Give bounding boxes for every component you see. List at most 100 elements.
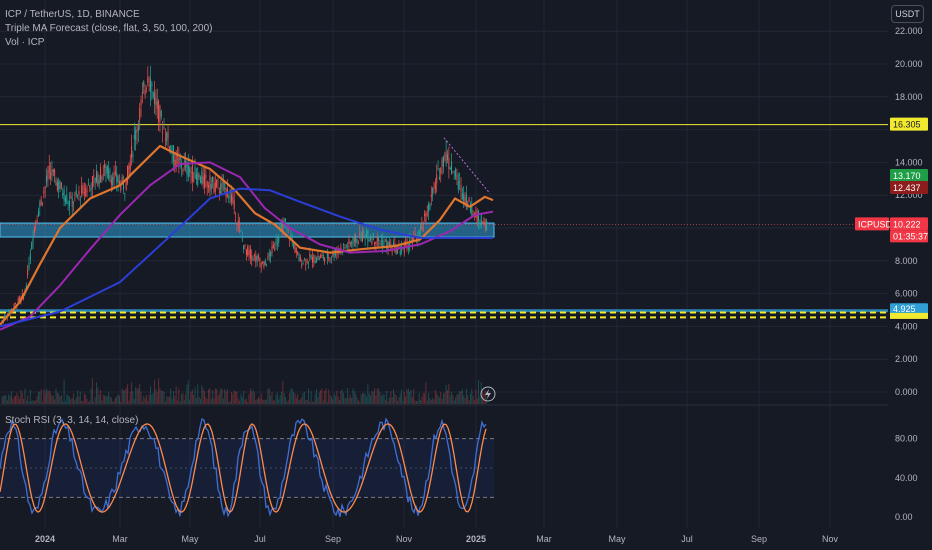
candle-body [233,200,235,210]
candle-body [220,183,222,194]
candle-body [344,247,346,249]
symbol-legend[interactable]: ICP / TetherUS, 1D, BINANCE [5,9,140,20]
volume-bar [321,388,323,404]
volume-bar [259,398,261,404]
candle-body [131,145,133,158]
volume-bar [313,401,315,404]
volume-bar [348,397,350,404]
volume-bar [411,396,413,404]
candle-body [152,91,154,98]
candle-body [163,127,165,129]
candle-body [364,239,366,241]
volume-bar [240,393,242,404]
volume-bar [186,384,188,404]
candle-body [28,262,30,270]
time-tick-label: 2024 [35,534,55,544]
stoch-legend[interactable]: Stoch RSI (3, 3, 14, 14, close) [5,415,139,426]
currency-button[interactable]: USDT [891,5,924,23]
candle-body [198,175,200,178]
volume-bar [356,397,358,404]
candle-body [298,253,300,261]
candle-body [330,257,332,259]
volume-bar [289,392,291,404]
volume-bar [91,378,93,404]
volume-bar [399,393,401,404]
volume-legend[interactable]: Vol · ICP [5,37,45,48]
candle-body [35,222,37,225]
candle-body [158,100,160,123]
volume-bar [190,391,192,404]
candle-body [329,257,331,261]
volume-bar [420,400,421,404]
volume-bar [163,391,165,404]
candle-body [222,182,224,184]
volume-bar [187,380,189,404]
volume-bar [232,393,234,404]
volume-bar [15,395,16,404]
volume-bar [93,401,95,404]
candle-body [258,255,259,258]
volume-bar [113,400,115,404]
volume-bar [378,388,380,404]
volume-bar [70,399,72,404]
candle-body [307,262,309,264]
volume-bar [317,397,319,404]
candle-body [52,169,54,173]
candle-body [413,236,415,241]
volume-bar [380,396,382,404]
volume-bar [440,392,442,404]
volume-bar [158,378,160,404]
candle-body [312,256,313,263]
volume-bar [159,388,161,404]
candle-body [162,131,164,133]
candle-body [205,174,207,179]
last-price-tag: 10.222 [893,219,921,229]
volume-bar [441,399,443,404]
volume-bar [386,390,388,404]
candle-body [380,240,382,242]
candle-body [64,197,66,203]
candle-body [309,254,311,257]
candle-body [50,172,52,180]
candle-body [139,107,141,121]
volume-bar [333,393,335,404]
candle-body [468,197,470,202]
time-tick-label: 2025 [466,534,486,544]
volume-bar [185,394,187,404]
volume-bar [182,393,184,404]
symbol-price-tag-bg [855,217,889,231]
ma-50-line [0,144,494,326]
candle-body [235,219,237,221]
volume-bar [205,397,207,404]
volume-bar [217,395,219,404]
volume-bar [28,401,30,404]
replay-icon[interactable] [480,386,496,402]
candle-body [66,194,68,204]
candle-body [382,240,384,248]
ma-short-price-tag: 13.170 [893,171,921,181]
volume-bar [433,399,435,404]
candle-body [60,182,62,189]
volume-bar [23,398,25,404]
volume-bar [415,401,417,404]
volume-bar [231,391,232,404]
indicator-legend[interactable]: Triple MA Forecast (close, flat, 3, 50, … [5,23,213,34]
volume-bar [460,391,462,404]
volume-bar [224,389,226,404]
candle-body [283,219,285,225]
volume-bar [436,393,438,404]
time-tick-label: Jul [681,534,693,544]
volume-bar [256,399,258,404]
volume-bar [120,401,122,404]
volume-bar [81,400,83,404]
volume-bar [391,397,393,404]
volume-bar [401,389,403,404]
candle-body [155,97,157,105]
candle-body [171,152,173,154]
volume-bar [397,400,399,404]
candle-body [25,285,27,289]
volume-bar [322,400,324,404]
candle-body [128,165,130,175]
moving-averages [0,137,494,331]
